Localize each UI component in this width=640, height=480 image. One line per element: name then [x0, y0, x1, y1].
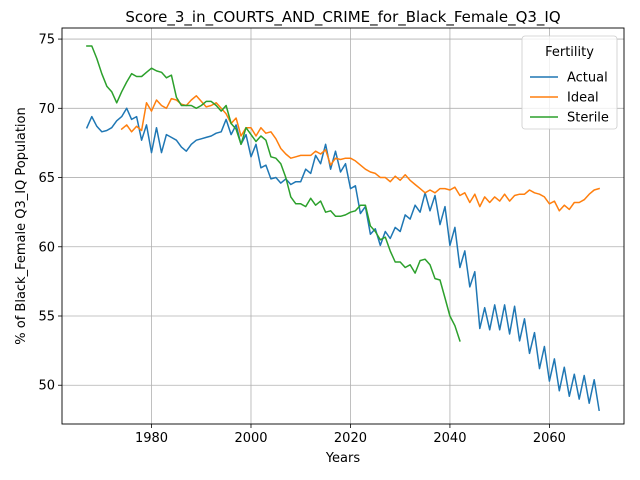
chart-title: Score_3_in_COURTS_AND_CRIME_for_Black_Fe… — [125, 8, 560, 27]
plot-frame — [61, 27, 625, 425]
legend: Fertility Actual Ideal Sterile — [521, 35, 618, 130]
ticks: 1980 2000 2020 2040 2060 50 55 60 65 70 75 — [38, 33, 565, 446]
x-tick-label: 2040 — [433, 431, 466, 446]
legend-label-sterile: Sterile — [567, 111, 609, 126]
legend-label-ideal: Ideal — [567, 91, 599, 106]
legend-box — [521, 35, 618, 130]
y-axis-label: % of Black_Female Q3_IQ Population — [14, 107, 29, 344]
y-tick-label: 65 — [38, 171, 55, 186]
series-line-actual — [85, 107, 600, 412]
x-tick-label: 2000 — [234, 431, 267, 446]
legend-title: Fertility — [545, 45, 594, 60]
series-lines — [85, 45, 601, 412]
x-tick-label: 2020 — [334, 431, 367, 446]
legend-items: Actual Ideal Sterile — [530, 71, 609, 126]
y-tick-label: 70 — [38, 102, 55, 117]
y-tick-label: 55 — [38, 310, 55, 325]
x-axis-label: Years — [325, 451, 361, 466]
x-tick-label: 1980 — [135, 431, 168, 446]
series-line-sterile — [86, 45, 461, 342]
y-tick-label: 50 — [38, 379, 55, 394]
series-line-ideal — [120, 95, 601, 212]
x-tick-label: 2060 — [533, 431, 566, 446]
y-tick-label: 60 — [38, 240, 55, 255]
y-tick-label: 75 — [38, 33, 55, 48]
legend-label-actual: Actual — [567, 71, 608, 86]
